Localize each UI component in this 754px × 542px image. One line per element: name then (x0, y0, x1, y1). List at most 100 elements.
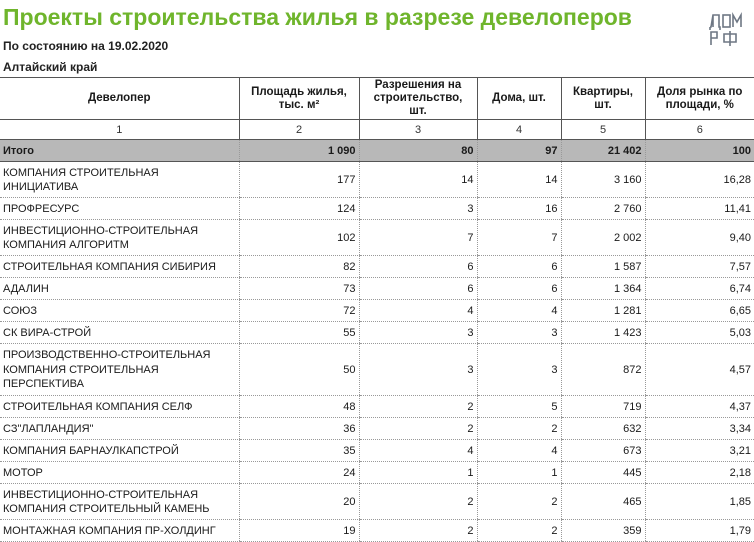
column-number: 1 (0, 119, 239, 140)
houses-value: 6 (476, 255, 561, 278)
area-value: 48 (238, 395, 359, 418)
apartments-value: 632 (560, 417, 645, 440)
table-row: МОНТАЖНАЯ КОМПАНИЯ ПР-ХОЛДИНГ 19 2 2 359 1,79 (0, 519, 754, 542)
houses-value: 4 (476, 299, 561, 322)
column-header-apartments: Квартиры, шт. (560, 77, 645, 120)
table-header-row: Девелопер Площадь жилья, тыс. м² Разреше… (0, 77, 754, 120)
market-share-value: 16,28 (644, 161, 754, 198)
dom-rf-logo-icon (709, 12, 742, 46)
table-row: ПРОФРЕСУРС 124 3 16 2 760 11,41 (0, 197, 754, 220)
permits-value: 4 (358, 439, 477, 462)
permits-value: 6 (358, 277, 477, 300)
developer-name: ПРОФРЕСУРС (0, 197, 239, 220)
houses-value: 14 (476, 161, 561, 198)
table-row: ИНВЕСТИЦИОННО-СТРОИТЕЛЬНАЯ КОМПАНИЯ СТРО… (0, 483, 754, 520)
developer-name: МОТОР (0, 461, 239, 484)
developer-name: СТРОИТЕЛЬНАЯ КОМПАНИЯ СИБИРИЯ (0, 255, 239, 278)
market-share-value: 1,79 (644, 519, 754, 542)
total-permits: 80 (358, 139, 477, 162)
table-row: ИНВЕСТИЦИОННО-СТРОИТЕЛЬНАЯ КОМПАНИЯ АЛГО… (0, 219, 754, 256)
page-title: Проекты строительства жилья в разрезе де… (3, 4, 632, 30)
permits-value: 2 (358, 417, 477, 440)
area-value: 20 (238, 483, 359, 520)
developer-name: СЗ"ЛАПЛАНДИЯ" (0, 417, 239, 440)
column-header-houses: Дома, шт. (476, 77, 561, 120)
apartments-value: 1 423 (560, 321, 645, 344)
permits-value: 2 (358, 483, 477, 520)
apartments-value: 872 (560, 343, 645, 396)
market-share-value: 4,37 (644, 395, 754, 418)
developer-name: СК ВИРА-СТРОЙ (0, 321, 239, 344)
table-row: КОМПАНИЯ СТРОИТЕЛЬНАЯ ИНИЦИАТИВА 177 14 14 3… (0, 161, 754, 198)
apartments-value: 719 (560, 395, 645, 418)
houses-value: 16 (476, 197, 561, 220)
houses-value: 4 (476, 439, 561, 462)
total-label: Итого (0, 139, 239, 162)
developers-table: Девелопер Площадь жилья, тыс. м² Разреше… (0, 77, 754, 542)
column-number: 6 (644, 119, 754, 140)
total-apartments: 21 402 (560, 139, 645, 162)
market-share-value: 1,85 (644, 483, 754, 520)
market-share-value: 3,34 (644, 417, 754, 440)
market-share-value: 4,57 (644, 343, 754, 396)
area-value: 24 (238, 461, 359, 484)
total-row: Итого 1 090 80 97 21 402 100 (0, 139, 754, 162)
houses-value: 7 (476, 219, 561, 256)
apartments-value: 359 (560, 519, 645, 542)
developer-name: АДАЛИН (0, 277, 239, 300)
houses-value: 1 (476, 461, 561, 484)
region-label: Алтайский край (3, 60, 98, 74)
area-value: 55 (238, 321, 359, 344)
area-value: 102 (238, 219, 359, 256)
area-value: 35 (238, 439, 359, 462)
apartments-value: 2 760 (560, 197, 645, 220)
table-row: МОТОР 24 1 1 445 2,18 (0, 461, 754, 484)
permits-value: 4 (358, 299, 477, 322)
houses-value: 3 (476, 321, 561, 344)
apartments-value: 445 (560, 461, 645, 484)
apartments-value: 465 (560, 483, 645, 520)
market-share-value: 7,57 (644, 255, 754, 278)
report-date: По состоянию на 19.02.2020 (3, 39, 169, 53)
area-value: 72 (238, 299, 359, 322)
area-value: 177 (238, 161, 359, 198)
permits-value: 3 (358, 343, 477, 396)
total-market-share: 100 (644, 139, 754, 162)
market-share-value: 2,18 (644, 461, 754, 484)
area-value: 50 (238, 343, 359, 396)
market-share-value: 6,65 (644, 299, 754, 322)
market-share-value: 3,21 (644, 439, 754, 462)
column-number: 4 (476, 119, 561, 140)
area-value: 73 (238, 277, 359, 300)
developer-name: ИНВЕСТИЦИОННО-СТРОИТЕЛЬНАЯ КОМПАНИЯ СТРО… (0, 483, 239, 520)
developer-name: ИНВЕСТИЦИОННО-СТРОИТЕЛЬНАЯ КОМПАНИЯ АЛГО… (0, 219, 239, 256)
apartments-value: 1 364 (560, 277, 645, 300)
developer-name: СТРОИТЕЛЬНАЯ КОМПАНИЯ СЕЛФ (0, 395, 239, 418)
market-share-value: 6,74 (644, 277, 754, 300)
developer-name: СОЮЗ (0, 299, 239, 322)
table-row: СОЮЗ 72 4 4 1 281 6,65 (0, 299, 754, 322)
area-value: 124 (238, 197, 359, 220)
houses-value: 6 (476, 277, 561, 300)
developer-name: КОМПАНИЯ БАРНАУЛКАПСТРОЙ (0, 439, 239, 462)
market-share-value: 9,40 (644, 219, 754, 256)
permits-value: 6 (358, 255, 477, 278)
table-row: СК ВИРА-СТРОЙ 55 3 3 1 423 5,03 (0, 321, 754, 344)
column-number-row: 1 2 3 4 5 6 (0, 119, 754, 140)
table-row: СЗ"ЛАПЛАНДИЯ" 36 2 2 632 3,34 (0, 417, 754, 440)
permits-value: 3 (358, 321, 477, 344)
total-houses: 97 (476, 139, 561, 162)
column-header-market-share: Доля рынка по площади, % (644, 77, 754, 120)
area-value: 82 (238, 255, 359, 278)
houses-value: 2 (476, 483, 561, 520)
apartments-value: 3 160 (560, 161, 645, 198)
permits-value: 1 (358, 461, 477, 484)
table-row: АДАЛИН 73 6 6 1 364 6,74 (0, 277, 754, 300)
column-header-permits: Разрешения на строительство, шт. (358, 77, 477, 120)
table-row: КОМПАНИЯ БАРНАУЛКАПСТРОЙ 35 4 4 673 3,21 (0, 439, 754, 462)
permits-value: 2 (358, 519, 477, 542)
houses-value: 3 (476, 343, 561, 396)
area-value: 19 (238, 519, 359, 542)
permits-value: 2 (358, 395, 477, 418)
developer-name: МОНТАЖНАЯ КОМПАНИЯ ПР-ХОЛДИНГ (0, 519, 239, 542)
